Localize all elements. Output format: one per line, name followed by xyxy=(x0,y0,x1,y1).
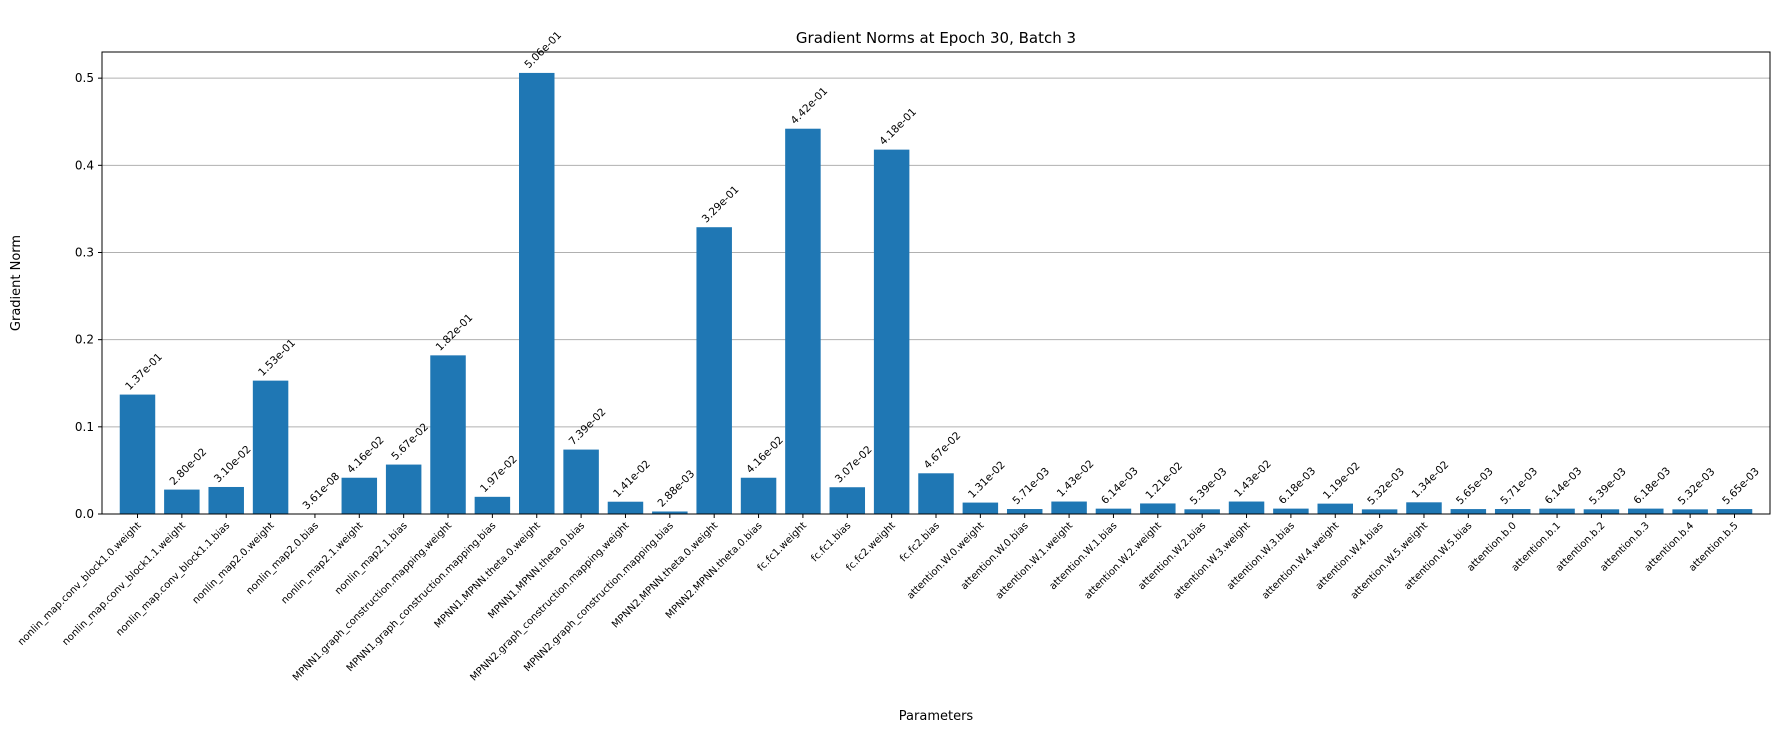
bar xyxy=(1140,503,1176,514)
bar xyxy=(341,477,378,514)
bar xyxy=(385,464,422,514)
bar xyxy=(1317,503,1353,514)
y-axis-ticks: 0.0 0.1 0.2 0.3 0.4 0.5 xyxy=(75,71,102,521)
y-tick-label: 0.3 xyxy=(75,245,94,259)
bar xyxy=(740,477,777,514)
bar xyxy=(1494,509,1531,514)
x-axis-label: Parameters xyxy=(899,709,974,724)
bar xyxy=(918,473,954,514)
bar xyxy=(962,502,999,514)
bar xyxy=(1539,508,1575,514)
bar xyxy=(1361,509,1398,514)
bar xyxy=(1406,502,1442,514)
bar xyxy=(607,501,644,514)
bar xyxy=(1450,509,1487,514)
y-tick-label: 0.2 xyxy=(75,333,94,347)
bar xyxy=(696,227,732,515)
bar xyxy=(1228,501,1265,514)
bar xyxy=(208,486,244,514)
bar xyxy=(652,511,688,514)
bar xyxy=(829,487,866,514)
bar xyxy=(119,394,156,514)
bar xyxy=(1672,509,1708,514)
bar xyxy=(1716,509,1753,514)
y-axis-label: Gradient Norm xyxy=(9,235,24,331)
bar xyxy=(252,380,289,514)
y-tick-label: 0.4 xyxy=(75,158,94,172)
bar xyxy=(1051,501,1087,514)
bar-layer xyxy=(119,72,1753,515)
bar xyxy=(519,72,555,515)
bar xyxy=(1095,508,1132,514)
bar xyxy=(474,496,511,514)
y-tick-label: 0.1 xyxy=(75,420,94,434)
bar xyxy=(430,355,466,514)
bar xyxy=(1628,508,1664,514)
bar xyxy=(1006,509,1043,514)
bar xyxy=(563,449,599,514)
bar xyxy=(164,489,200,514)
bar xyxy=(1273,508,1309,514)
y-tick-label: 0.0 xyxy=(75,507,94,521)
bar xyxy=(1583,509,1620,514)
y-tick-label: 0.5 xyxy=(75,71,94,85)
bar xyxy=(1184,509,1220,514)
bar xyxy=(873,149,910,514)
chart-title: Gradient Norms at Epoch 30, Batch 3 xyxy=(796,29,1076,47)
bar xyxy=(785,128,821,515)
